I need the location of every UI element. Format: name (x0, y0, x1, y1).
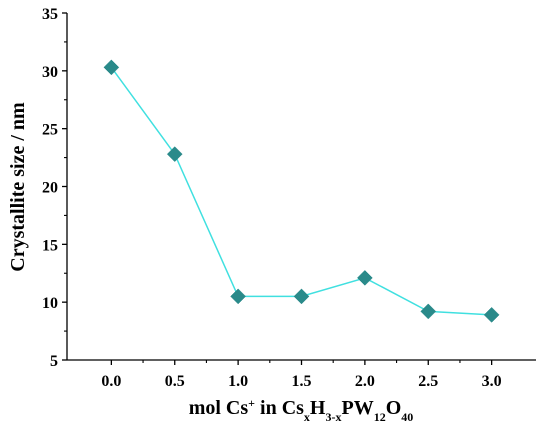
data-point (483, 307, 500, 323)
x-axis-title-sub-12: 12 (374, 410, 386, 424)
data-point (420, 303, 437, 320)
x-axis-title-h: H (310, 397, 326, 419)
ticks-layer: 5 10 15 20 25 30 35 0.0 0.5 1.0 1.5 2.0 2.5 3.0 (42, 6, 502, 390)
data-point (103, 59, 120, 76)
x-axis-title-middle: in Cs (255, 397, 304, 419)
series-layer (103, 59, 500, 323)
y-axis-title: Crystallite size / nm (7, 102, 29, 272)
x-axis-title-prefix: mol Cs (189, 397, 249, 419)
x-tick-label: 2.5 (418, 373, 438, 390)
x-axis-title-sub-3x: 3-x (325, 410, 341, 424)
x-axis-title-prefix-sup: + (248, 396, 255, 410)
y-tick-label: 20 (42, 180, 58, 197)
x-tick-label: 1.5 (292, 373, 312, 390)
x-tick-label: 3.0 (482, 373, 502, 390)
x-axis-title: mol Cs+ in CsxH3-xPW12O40 (189, 396, 414, 424)
y-tick-label: 10 (42, 295, 58, 312)
data-point (357, 270, 373, 286)
x-tick-label: 0.5 (165, 373, 185, 390)
y-tick-label: 15 (42, 237, 58, 254)
data-point (293, 288, 310, 305)
x-axis-title-pw: PW (341, 397, 373, 419)
data-point (166, 146, 183, 162)
axes (66, 13, 536, 361)
y-tick-label: 35 (42, 6, 58, 23)
x-tick-label: 1.0 (228, 373, 248, 390)
y-tick-label: 5 (50, 353, 58, 370)
series-line (110, 66, 492, 316)
data-point (230, 288, 246, 305)
x-axis-title-sub-40: 40 (401, 410, 413, 424)
x-axis-title-sub-x: x (304, 410, 310, 424)
y-tick-label: 25 (42, 122, 58, 139)
x-axis-title-o: O (386, 397, 402, 419)
y-tick-label: 30 (42, 64, 58, 81)
x-tick-label: 0.0 (101, 373, 121, 390)
x-tick-label: 2.0 (355, 373, 375, 390)
